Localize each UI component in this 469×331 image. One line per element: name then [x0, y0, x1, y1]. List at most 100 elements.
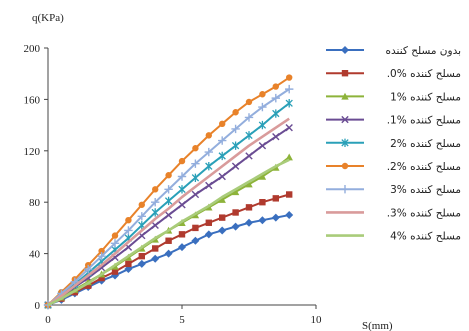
data-point [165, 237, 172, 244]
data-point [151, 198, 160, 207]
legend-marker [341, 70, 349, 77]
legend-item-6: .2% مسلح کننده [326, 161, 461, 173]
data-point [178, 185, 186, 194]
series-line [47, 117, 290, 307]
y-tick-label: 200 [24, 43, 41, 55]
legend-label: 1% مسلح کننده [390, 91, 461, 103]
legend-label: .0% مسلح کننده [387, 68, 461, 80]
data-point [178, 231, 186, 238]
data-point [152, 245, 159, 252]
data-point [177, 172, 187, 181]
data-point [218, 136, 227, 145]
data-point [231, 162, 240, 170]
data-point [151, 208, 159, 217]
y-axis-label: q(KPa) [32, 12, 64, 24]
data-point [192, 224, 199, 232]
data-point [271, 213, 280, 222]
y-tick-label: 80 [29, 197, 41, 209]
data-point [218, 151, 226, 161]
data-point [178, 157, 186, 165]
data-point [231, 141, 240, 150]
data-point [191, 236, 200, 245]
legend-label: 3% مسلح کننده [390, 184, 461, 196]
data-point [258, 120, 267, 130]
data-point [272, 83, 279, 90]
data-point [191, 190, 200, 199]
data-point [245, 152, 253, 160]
data-point [218, 195, 226, 203]
data-point [259, 91, 266, 98]
data-point [110, 239, 120, 248]
data-point [205, 181, 213, 190]
y-tick-label: 0 [35, 300, 41, 312]
series-9 [47, 158, 290, 307]
data-point [231, 188, 240, 196]
data-point [85, 282, 92, 289]
data-point [285, 123, 293, 132]
data-point [191, 173, 200, 182]
x-axis-label: S(mm) [362, 320, 393, 331]
data-point [245, 204, 253, 211]
y-tick-label: 160 [24, 94, 41, 106]
data-point [98, 274, 105, 282]
series-7 [43, 84, 294, 310]
series-layer [43, 74, 294, 310]
data-point [271, 93, 280, 103]
data-point [285, 211, 294, 220]
x-tick-label: 5 [179, 314, 185, 326]
data-point [245, 180, 253, 188]
data-point [164, 185, 173, 194]
data-point [258, 172, 267, 180]
y-tick-label: 40 [29, 249, 41, 261]
data-point [151, 221, 159, 230]
data-point [231, 222, 240, 231]
data-point [259, 199, 266, 206]
data-point [192, 145, 199, 152]
legend-label: .3% مسلح کننده [387, 207, 461, 219]
data-point [164, 211, 173, 219]
data-point [164, 249, 173, 258]
data-point [191, 159, 200, 168]
data-point [204, 230, 213, 239]
data-point [232, 209, 239, 216]
legend-marker [341, 162, 349, 170]
x-tick-label: 0 [45, 314, 51, 326]
data-point [125, 216, 132, 224]
legend-label: بدون مسلح کننده [386, 45, 461, 57]
data-point [219, 120, 226, 128]
legend-label: .1% مسلح کننده [387, 115, 461, 127]
data-point [84, 264, 93, 274]
data-point [125, 260, 132, 268]
data-point [272, 195, 279, 202]
data-point [138, 201, 145, 208]
data-point [245, 131, 253, 140]
data-point [204, 147, 213, 157]
x-tick-label: 10 [311, 314, 323, 326]
data-point [98, 247, 105, 255]
legend: بدون مسلح کننده .0% مسلح کننده 1% مسلح کنن… [326, 45, 461, 243]
data-point [286, 74, 293, 81]
legend-item-2: .0% مسلح کننده [326, 68, 461, 80]
legend-marker [341, 46, 349, 54]
data-point [231, 124, 240, 134]
legend-marker [341, 92, 349, 100]
data-point [285, 153, 293, 161]
data-point [285, 99, 293, 108]
series-line [47, 158, 290, 307]
legend-item-4: .1% مسلح کننده [326, 115, 461, 127]
legend-marker [340, 185, 350, 194]
series-1 [44, 211, 294, 309]
data-point [258, 102, 267, 112]
legend-item-8: .3% مسلح کننده [326, 207, 461, 219]
data-point [97, 251, 106, 261]
data-point [245, 98, 253, 106]
legend-marker [341, 115, 349, 124]
data-point [218, 226, 227, 235]
data-point [178, 201, 186, 209]
data-point [286, 191, 293, 198]
data-point [258, 216, 267, 225]
data-point [151, 254, 160, 263]
y-tick-label: 120 [24, 146, 41, 158]
data-point [124, 226, 133, 235]
